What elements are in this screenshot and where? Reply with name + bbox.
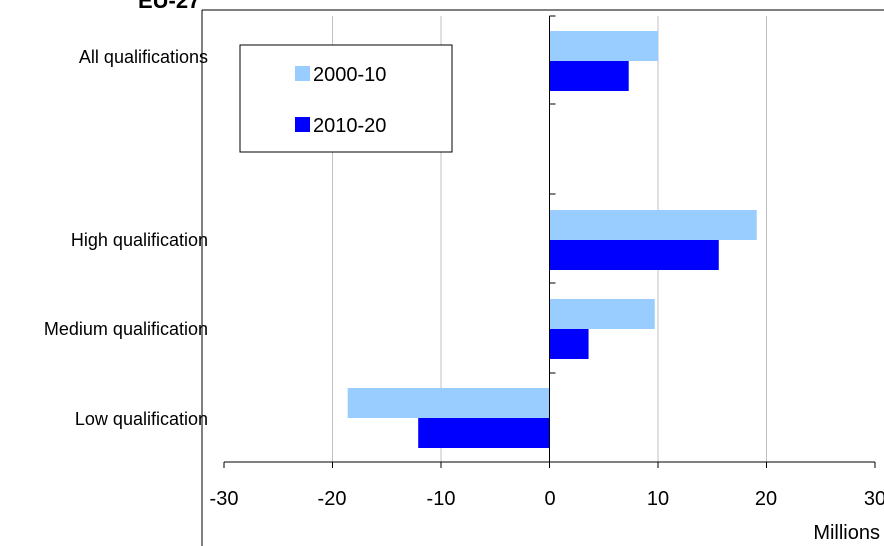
x-axis-unit-label: Millions (813, 522, 880, 544)
category-label-low: Low qualification (75, 409, 208, 429)
x-tick-label: -20 (318, 488, 347, 510)
category-label-high: High qualification (71, 230, 208, 250)
chart-title-fragment: EU-27 (138, 0, 200, 13)
legend-label-2000-10: 2000-10 (313, 64, 386, 86)
bar-2010-20-1 (549, 240, 719, 270)
legend: 2000-10 2010-20 (239, 44, 453, 153)
legend-box (239, 44, 453, 153)
x-tick-label: 20 (755, 488, 777, 510)
bar-2010-20-3 (418, 418, 550, 448)
legend-swatch-2010-20 (295, 117, 310, 132)
bar-2010-20-0 (549, 61, 629, 91)
bar-2000-10-3 (347, 388, 550, 418)
legend-label-2010-20: 2010-20 (313, 115, 386, 137)
x-tick-label: 30 (864, 488, 884, 510)
bar-2010-20-2 (549, 329, 589, 359)
category-labels: All qualifications High qualification Me… (44, 47, 208, 429)
bar-2000-10-1 (549, 210, 757, 240)
x-tick-label: 10 (647, 488, 669, 510)
bar-2000-10-2 (549, 299, 655, 329)
axis-layer (223, 15, 876, 468)
bar-layer (347, 31, 757, 448)
category-label-medium: Medium qualification (44, 319, 208, 339)
x-tick-label: 0 (544, 488, 555, 510)
legend-swatch-2000-10 (295, 66, 310, 81)
bar-2000-10-0 (549, 31, 658, 61)
category-label-all: All qualifications (79, 47, 208, 67)
x-tick-label: -10 (427, 488, 456, 510)
x-tick-label: -30 (210, 488, 239, 510)
x-tick-labels: -30 -20 -10 0 10 20 30 (210, 488, 884, 510)
